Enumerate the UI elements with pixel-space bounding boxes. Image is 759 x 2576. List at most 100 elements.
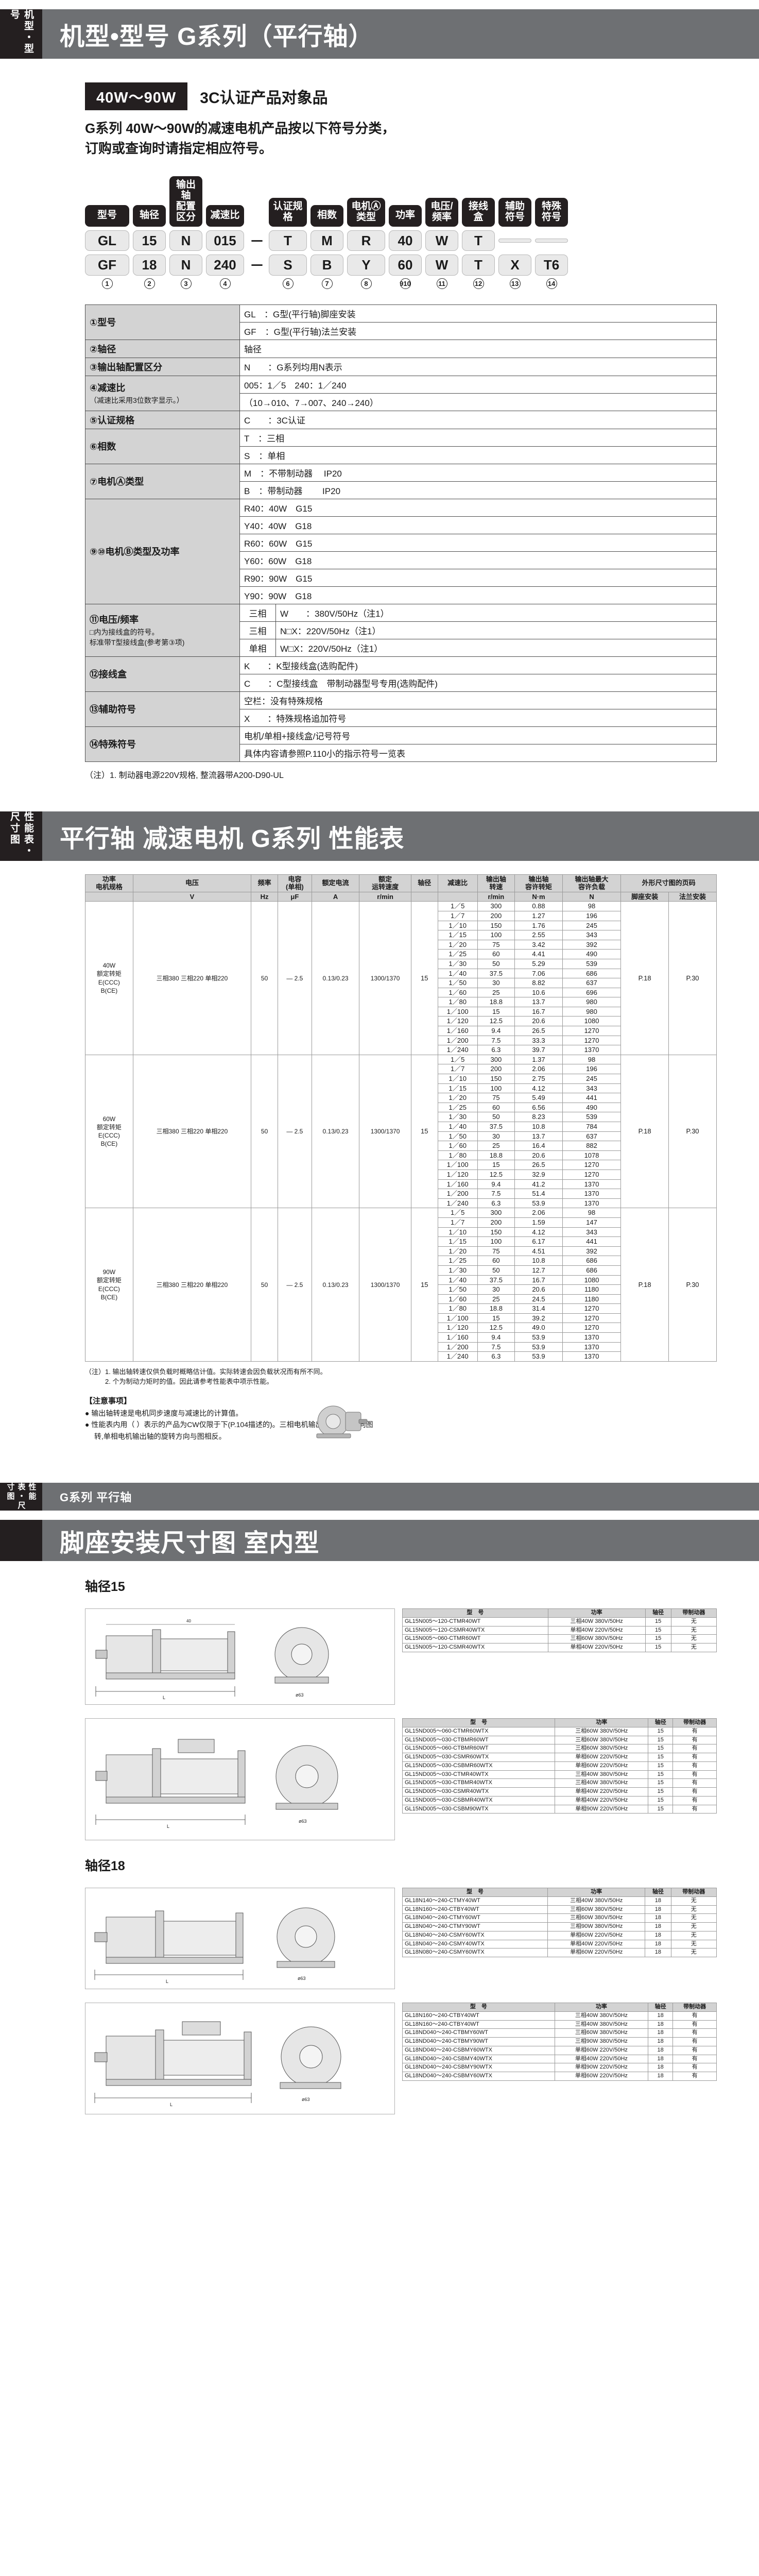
perf-cell: 1.37 [514, 1054, 563, 1065]
perf-cell: 16.7 [514, 1006, 563, 1017]
perf-row: 1／7 200 1.27 196 [85, 910, 717, 921]
code-value-chip[interactable]: T [462, 230, 495, 251]
code-value-chip[interactable]: X [498, 255, 531, 276]
code-value-chip[interactable]: T [269, 230, 307, 251]
perf-page-ref[interactable]: P.30 [668, 1208, 717, 1362]
code-index: 3 [180, 278, 192, 289]
code-value-chip[interactable]: T [462, 255, 495, 276]
code-value-chip[interactable] [498, 238, 531, 243]
dim-cell: 三相60W 380V/50Hz [555, 1726, 649, 1736]
dim-cell: 三相60W 380V/50Hz [547, 1913, 646, 1923]
code-value-chip[interactable]: GL [85, 230, 129, 251]
perf-page-ref[interactable]: P.30 [668, 901, 717, 1055]
dim-header-row: 型 号功率 轴径 带制动器 [402, 1718, 717, 1727]
perf-cell: 10.8 [514, 1122, 563, 1132]
perf-cell: 51.4 [514, 1189, 563, 1199]
code-value-chip[interactable]: W [425, 230, 458, 251]
perf-cell: 392 [562, 1246, 622, 1257]
intro-line-2: 订购或查询时请指定相应符号。 [85, 141, 273, 156]
code-value-chip[interactable]: M [310, 230, 343, 251]
code-value-chip[interactable]: 240 [206, 255, 244, 276]
dim-row: GL15ND005～030-CSBM90WTX 单相90W 220V/50Hz 15… [402, 1804, 717, 1814]
section3-banner-main: 脚座安装尺寸图 室内型 [0, 1520, 759, 1562]
code-value-chip[interactable]: 40 [389, 230, 422, 251]
code-value-chip[interactable]: R [347, 230, 385, 251]
perf-cell: 1270 [562, 1035, 622, 1046]
code-index-cell: 6 [269, 278, 307, 289]
perf-row: 1／60 25 10.6 696 [85, 987, 717, 998]
section2-banner: 性能表・尺寸图 平行轴 减速电机 G系列 性能表 [0, 811, 759, 861]
dim-model-number: GL15ND005～030-CSBMR40WTX [402, 1795, 556, 1805]
spec-row: GF ：G型(平行轴)法兰安装 [85, 321, 717, 340]
perf-cell: 8.23 [514, 1112, 563, 1122]
perf-cell: 7.5 [477, 1342, 515, 1352]
dimension-table-3: 型 号功率 轴径 带制动器 GL18N140～240-CTMY40WT 三相40W 3… [402, 1888, 717, 1958]
code-value-chip[interactable]: N [169, 255, 202, 276]
code-value-chip[interactable]: T6 [535, 255, 568, 276]
spec-row: ⑬辅助符号 空栏：没有特殊规格 [85, 691, 717, 727]
drawing-1: L ø63 40 [85, 1608, 395, 1705]
code-dash: － [250, 233, 265, 249]
code-value-chip[interactable]: B [310, 255, 343, 276]
perf-row: 1／240 6.3 53.9 1370 [85, 1198, 717, 1209]
spec-value: W□X：220V/50Hz（注1） [275, 638, 717, 657]
perf-cell: 1／30 [437, 1265, 478, 1276]
perf-row: 1／7 200 1.59 147 [85, 1217, 717, 1228]
dim-header-cell: 带制动器 [670, 1608, 717, 1618]
code-value-chip[interactable] [535, 238, 568, 243]
code-value-chip[interactable]: N [169, 230, 202, 251]
perf-cell: 1／25 [437, 1102, 478, 1113]
perf-cell: 980 [562, 997, 622, 1007]
dim-row: GL18N040～240-CTMY90WT 三相90W 380V/50Hz 18 无 [402, 1922, 717, 1931]
perf-cell: 49.0 [514, 1323, 563, 1333]
perf-cell: 1／100 [437, 1160, 478, 1170]
code-value-chip[interactable]: 60 [389, 255, 422, 276]
perf-cell: 696 [562, 987, 622, 998]
dim-model-number: GL15ND005～030-CTBMR40WTX [402, 1778, 556, 1788]
svg-text:L: L [166, 1979, 168, 1984]
code-header-line: 电压/频率 [430, 200, 453, 223]
perf-row: 1／240 6.3 53.9 1370 [85, 1351, 717, 1362]
perf-cell: 1370 [562, 1351, 622, 1362]
perf-cell: 50 [477, 1112, 515, 1122]
perf-cell: 12.7 [514, 1265, 563, 1276]
dim-cell: 有 [672, 2072, 717, 2081]
dim-cell: 单相60W 220V/50Hz [555, 1753, 649, 1762]
perf-row: 1／30 50 5.29 539 [85, 958, 717, 969]
perf-cell: 1.59 [514, 1217, 563, 1228]
spec-label: ⑨⑩电机Ⓑ类型及功率 [85, 498, 240, 604]
code-value-chip[interactable]: S [269, 255, 307, 276]
section3-title: 脚座安装尺寸图 室内型 [42, 1520, 759, 1562]
perf-page-ref[interactable]: P.18 [620, 1208, 669, 1362]
perf-cell: 1／160 [437, 1179, 478, 1190]
perf-page-ref[interactable]: P.30 [668, 1054, 717, 1209]
perf-cell: 6.3 [477, 1351, 515, 1362]
perf-cell: 37.5 [477, 1122, 515, 1132]
perf-cell: 7.5 [477, 1189, 515, 1199]
perf-cell: 343 [562, 1227, 622, 1238]
dim-model-number: GL15ND005～060-CTBMR60WT [402, 1744, 556, 1754]
code-value-chip[interactable]: GF [85, 255, 129, 276]
code-index-gap [248, 278, 265, 289]
perf-row: 1／30 50 12.7 686 [85, 1265, 717, 1276]
spec-row: Y60：60W G18 [85, 551, 717, 569]
perf-cell: 75 [477, 939, 515, 950]
dim-cell: 18 [645, 1930, 671, 1940]
code-value-chip[interactable]: 15 [133, 230, 166, 251]
perf-cell: 53.9 [514, 1351, 563, 1362]
dim-model-number: GL15N005～060-CTMR60WT [402, 1634, 548, 1644]
perf-cell: 784 [562, 1122, 622, 1132]
code-value-chip[interactable]: Y [347, 255, 385, 276]
code-value-chip[interactable]: 015 [206, 230, 244, 251]
dim-row: GL15ND005～030-CSMR40WTX 单相40W 220V/50Hz 15… [402, 1787, 717, 1797]
perf-cell: 13.7 [514, 997, 563, 1007]
svg-text:L: L [163, 1695, 165, 1700]
perf-page-ref[interactable]: P.18 [620, 901, 669, 1055]
certification-title: 3C认证产品对象品 [200, 90, 328, 107]
code-value-chip[interactable]: 18 [133, 255, 166, 276]
code-value-chip[interactable]: W [425, 255, 458, 276]
perf-header-cell: 外形尺寸图的页码 [620, 874, 717, 892]
perf-unit-cell [410, 891, 438, 902]
perf-page-ref[interactable]: P.18 [620, 1054, 669, 1209]
perf-cell: 1370 [562, 1332, 622, 1343]
